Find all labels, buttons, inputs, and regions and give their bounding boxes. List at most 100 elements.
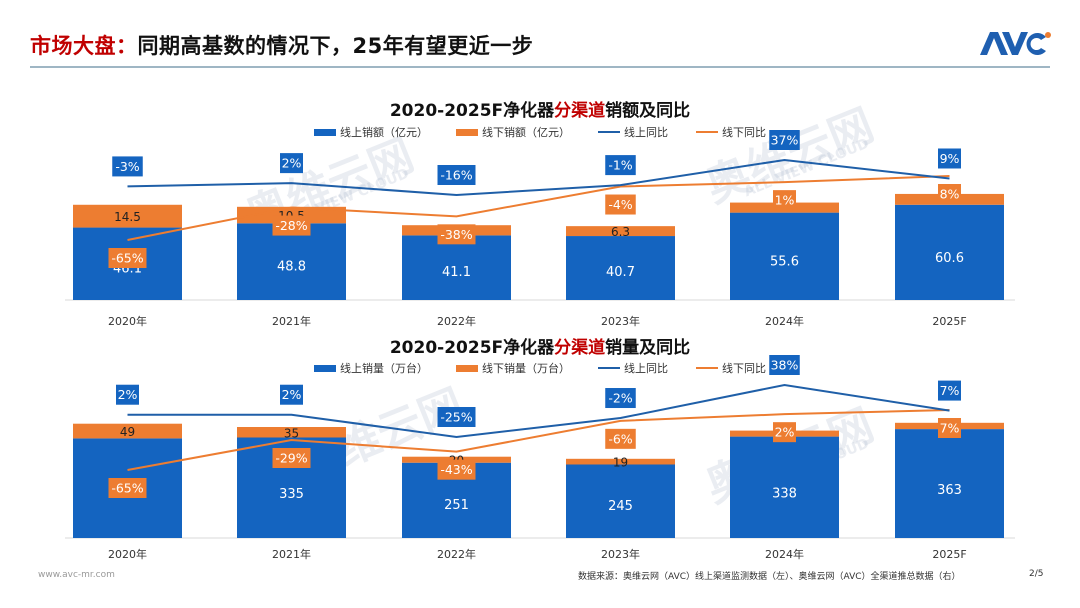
legend-swatch [456,128,478,136]
bar-online [895,429,1004,538]
offline-yoy-line [127,175,950,241]
online-yoy-label-bg [938,148,961,169]
x-tick-label: 2023年 [601,547,640,561]
bar-online [566,236,675,300]
chart1-title-highlight: 分渠道 [554,101,606,121]
online-yoy-label-bg [605,388,636,409]
offline-yoy-label-bg [773,190,796,211]
offline-yoy-label: 2% [775,425,795,440]
bar-offline [566,226,675,237]
x-tick-label: 2022年 [437,547,476,561]
x-tick-label: 2022年 [437,314,476,328]
legend-label: 线下销额（亿元） [482,126,570,139]
legend-item-offline-sales: 线下销额（亿元） [456,124,570,140]
offline-yoy-label: -29% [275,451,307,466]
x-tick-label: 2021年 [272,314,311,328]
bar-online-label: 335 [279,487,304,502]
online-yoy-label: -25% [440,410,472,425]
offline-yoy-label-bg [272,448,311,468]
bar-offline [73,204,182,228]
x-tick-label: 2025F [932,548,966,561]
offline-yoy-label-bg [108,478,147,498]
avc-logo-icon [980,32,1051,55]
chart2-title-highlight: 分渠道 [554,338,606,358]
legend-swatch [696,131,718,133]
bar-offline [237,206,346,224]
x-tick-label: 2024年 [765,547,804,561]
x-tick-label: 2023年 [601,314,640,328]
offline-yoy-label: -6% [608,431,632,446]
offline-yoy-label-bg [437,224,476,245]
page-title: 市场大盘：同期高基数的情况下，25年有望更近一步 [30,30,533,60]
offline-yoy-label-bg [938,184,961,204]
x-tick-label: 2020年 [108,314,147,328]
online-yoy-label: 2% [118,387,138,402]
online-yoy-label: 37% [771,133,799,148]
bar-offline-label: 19 [613,456,628,470]
bar-online [730,436,839,538]
online-yoy-label: 7% [940,383,960,398]
offline-yoy-label: -38% [440,227,472,242]
offline-yoy-label: -65% [111,251,143,266]
page-title-text: 同期高基数的情况下，25年有望更近一步 [137,34,534,58]
legend-swatch [314,364,336,372]
bar-online-label: 41.1 [442,265,471,280]
bar-offline-label: 49 [120,425,135,439]
legend-label: 线上销额（亿元） [340,126,428,139]
x-tick-label: 2025F [932,315,966,328]
bar-online-label: 245 [608,499,633,514]
online-yoy-label: -3% [115,159,139,174]
bar-online-label: 338 [772,486,797,501]
bar-online-label: 251 [444,498,469,513]
online-yoy-line [127,158,950,197]
bar-offline [566,458,675,465]
bar-online-label: 60.6 [935,251,964,266]
legend-swatch [456,364,478,372]
legend-item-online-sales: 线上销额（亿元） [314,124,428,140]
chart1-title-suffix: 销额及同比 [605,101,691,121]
offline-yoy-label: -65% [111,481,143,496]
legend-label: 线上同比 [624,362,668,375]
footer-website: www.avc-mr.com [38,570,115,580]
online-yoy-label: -2% [608,391,632,406]
chart2-legend: 线上销量（万台） 线下销量（万台） 线上同比 线下同比 [0,360,1080,376]
online-yoy-label-bg [605,155,636,176]
offline-yoy-label: 7% [940,421,960,436]
online-yoy-label: -16% [440,168,472,183]
chart1-title-prefix: 2020-2025F净化器 [389,101,555,121]
offline-yoy-label-bg [272,215,311,236]
offline-yoy-label: 1% [775,193,795,208]
bar-offline-label: 14.5 [114,210,141,224]
chart2-title-suffix: 销量及同比 [605,338,691,358]
legend-item-offline-units: 线下销量（万台） [456,360,570,376]
bar-online [566,464,675,538]
bar-online [730,212,839,300]
online-yoy-label-bg [769,130,800,150]
bar-offline [237,427,346,438]
online-yoy-label-bg [116,384,139,405]
bar-online [402,235,511,300]
legend-label: 线下同比 [722,126,766,139]
x-tick-label: 2020年 [108,547,147,561]
legend-item-online-yoy: 线上同比 [598,360,668,376]
legend-item-offline-yoy: 线下同比 [696,124,766,140]
footer-source: 数据来源：奥维云网（AVC）线上渠道监测数据（左）、奥维云网（AVC）全渠道推总… [578,572,961,582]
page-number: 2/5 [1029,569,1044,579]
bar-offline-label: 6.3 [611,225,630,239]
offline-yoy-label-bg [108,248,147,268]
online-yoy-label-bg [280,153,303,174]
online-yoy-label: 2% [282,387,302,402]
chart2-title: 2020-2025F净化器分渠道销量及同比 [0,333,1080,358]
avc-logo [978,28,1054,62]
online-yoy-label-bg [437,165,476,185]
online-yoy-label: 2% [282,156,302,171]
legend-swatch [314,128,336,136]
bar-online [895,204,1004,300]
online-yoy-label: -1% [608,158,632,173]
offline-yoy-label-bg [605,428,636,449]
offline-yoy-label-bg [938,418,961,438]
offline-yoy-label-bg [437,459,476,480]
chart2-title-prefix: 2020-2025F净化器 [389,338,555,358]
legend-label: 线上同比 [624,126,668,139]
